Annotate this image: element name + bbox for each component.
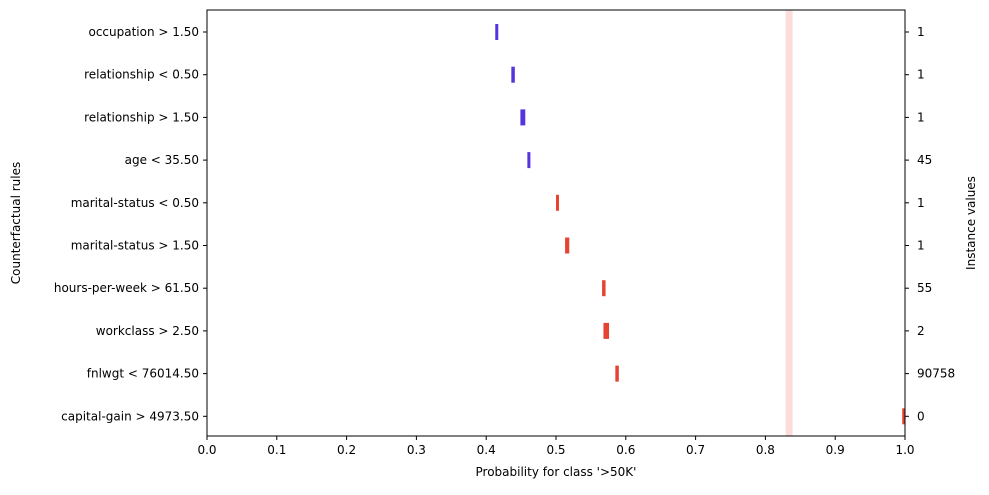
rule-label: marital-status < 0.50 bbox=[71, 196, 199, 210]
interval-bars-layer bbox=[495, 24, 906, 425]
rule-interval-bar bbox=[520, 109, 526, 126]
rule-label: occupation > 1.50 bbox=[88, 25, 199, 39]
baseline-probability-band bbox=[785, 10, 793, 436]
x-tick-label: 0.1 bbox=[267, 443, 286, 457]
x-tick-label: 0.6 bbox=[616, 443, 635, 457]
rule-interval-bar bbox=[556, 194, 559, 211]
x-tick-label: 0.8 bbox=[756, 443, 775, 457]
instance-value-label: 90758 bbox=[917, 367, 955, 381]
instance-value-label: 1 bbox=[917, 68, 925, 82]
rule-label: marital-status > 1.50 bbox=[71, 239, 199, 253]
y-axis-label-left: Counterfactual rules bbox=[9, 162, 23, 284]
rule-label: workclass > 2.50 bbox=[96, 324, 199, 338]
rule-interval-bar bbox=[527, 152, 531, 169]
plot-frame bbox=[206, 9, 906, 437]
instance-value-label: 55 bbox=[917, 281, 932, 295]
rule-interval-bar bbox=[902, 408, 906, 425]
y-axis-label-right: Instance values bbox=[964, 176, 978, 270]
rule-interval-bar bbox=[603, 322, 610, 339]
rule-label: capital-gain > 4973.50 bbox=[61, 409, 199, 423]
right-axis-instance-ticks: 1 1 1 45 1 1 55 2 90758 0 bbox=[905, 25, 955, 423]
rule-label: hours-per-week > 61.50 bbox=[54, 281, 199, 295]
rule-interval-bar bbox=[511, 66, 515, 83]
y-axis-rule-ticks: occupation > 1.50 relationship < 0.50 rela… bbox=[54, 25, 207, 423]
instance-value-label: 45 bbox=[917, 153, 932, 167]
x-axis-ticks: 0.0 0.1 0.2 0.3 0.4 0.5 0.6 0.7 0.8 0.9 1.0 bbox=[197, 436, 915, 457]
x-tick-label: 0.4 bbox=[477, 443, 496, 457]
x-tick-label: 0.5 bbox=[546, 443, 565, 457]
instance-value-label: 1 bbox=[917, 196, 925, 210]
instance-value-label: 1 bbox=[917, 25, 925, 39]
x-tick-label: 1.0 bbox=[895, 443, 914, 457]
x-tick-label: 0.0 bbox=[197, 443, 216, 457]
instance-value-label: 0 bbox=[917, 409, 925, 423]
rule-label: fnlwgt < 76014.50 bbox=[87, 367, 199, 381]
instance-value-label: 1 bbox=[917, 110, 925, 124]
x-tick-label: 0.7 bbox=[686, 443, 705, 457]
x-axis-label: Probability for class '>50K' bbox=[476, 465, 637, 479]
rule-interval-bar bbox=[495, 24, 499, 40]
x-tick-label: 0.3 bbox=[407, 443, 426, 457]
rule-interval-bar bbox=[602, 280, 606, 297]
x-tick-label: 0.2 bbox=[337, 443, 356, 457]
x-tick-label: 0.9 bbox=[826, 443, 845, 457]
rule-interval-bar bbox=[565, 237, 570, 254]
rule-interval-bar bbox=[615, 365, 619, 382]
baseline-band-layer bbox=[785, 10, 793, 436]
instance-value-label: 2 bbox=[917, 324, 925, 338]
rule-label: relationship < 0.50 bbox=[84, 68, 199, 82]
rule-label: age < 35.50 bbox=[125, 153, 199, 167]
instance-value-label: 1 bbox=[917, 239, 925, 253]
rule-label: relationship > 1.50 bbox=[84, 110, 199, 124]
